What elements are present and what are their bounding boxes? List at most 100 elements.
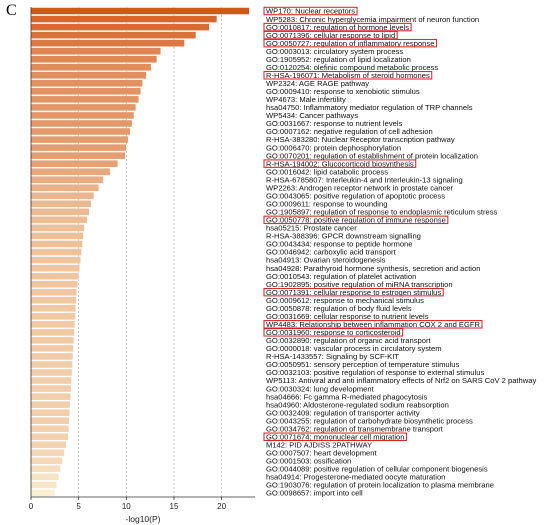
term-label: GO:0032409: regulation of transporter ac… (266, 408, 420, 417)
term-label: GO:0050778: positive regulation of immun… (266, 216, 446, 225)
bar (30, 417, 70, 425)
bar (30, 457, 63, 465)
term-label: WP4673: Male infertility (266, 95, 346, 104)
bar (30, 79, 143, 87)
highlight-box (263, 6, 358, 16)
bar (30, 384, 72, 393)
term-label: GO:1903076: regulation of protein locali… (266, 481, 494, 490)
term-label: GO:0034762: regulation of transmembrane … (266, 424, 444, 433)
bar (30, 200, 92, 208)
bar (30, 352, 74, 361)
x-axis-title: -log10(P) (126, 514, 161, 524)
bar (30, 368, 73, 377)
bar (30, 425, 69, 433)
bar (30, 39, 185, 47)
term-label: WP170: Nuclear receptors (266, 7, 355, 16)
bar (30, 344, 74, 353)
term-label: GO:0032890: regulation of organic acid t… (266, 336, 432, 345)
bar (30, 119, 133, 128)
term-label: M142: PID AJDISS 2PATHWAY (266, 440, 372, 449)
x-tick-label: 10 (122, 502, 131, 511)
bar (30, 176, 104, 184)
bar (30, 296, 77, 304)
highlight-box (263, 432, 407, 441)
term-label: hsa04914: Progesterone-mediated oocyte m… (266, 473, 445, 482)
term-label: hsa04750: Inflammatory mediator regulati… (266, 103, 473, 112)
term-label: GO:0016042: lipid catabolic process (266, 167, 388, 176)
bar (30, 224, 85, 232)
bar (30, 31, 197, 39)
term-label: GO:0044089: positive regulation of cellu… (266, 465, 488, 474)
bar (30, 288, 77, 296)
x-tick-label: 5 (76, 502, 81, 511)
term-label: WP2263: Androgen receptor network in pro… (266, 183, 453, 192)
term-label: GO:0050878: regulation of body fluid lev… (266, 304, 412, 313)
term-label: GO:0030324: lung development (266, 384, 375, 393)
term-label: R-HSA-6785807: Interleukin-4 and Interle… (266, 175, 463, 184)
bar (30, 63, 152, 71)
term-label: GO:0010543: regulation of platelet activ… (266, 272, 416, 281)
term-label: GO:0071674: mononuclear cell migration (266, 432, 404, 441)
highlight-box (263, 38, 437, 48)
term-label: WP4483: Relationship between inflammatio… (266, 320, 481, 329)
bar (30, 489, 55, 497)
bar (30, 192, 95, 200)
bar (30, 151, 126, 160)
bar (30, 47, 161, 55)
bars (30, 7, 250, 497)
term-label: GO:0032103: positive regulation of respo… (266, 368, 484, 377)
term-label: GO:0050727: regulation of inflammatory r… (266, 39, 434, 48)
bar (30, 143, 127, 152)
highlight-box (263, 22, 412, 32)
term-label: GO:0001503: ossification (266, 457, 351, 466)
bar (30, 481, 57, 489)
bar (30, 127, 131, 136)
term-label: GO:1905952: regulation of lipid localiza… (266, 55, 411, 64)
bar (30, 409, 70, 417)
term-label: hsa04960: Aldosterone-regulated sodium r… (266, 400, 449, 409)
term-label: R-HSA-1433557: Signaling by SCF-KIT (266, 352, 399, 361)
term-label: GO:0007507: heart development (266, 449, 377, 458)
highlight-box (263, 159, 417, 168)
term-label: GO:1902895: positive regulation of miRNA… (266, 280, 453, 289)
x-tick-label: 15 (170, 502, 179, 511)
bar (30, 208, 90, 216)
bar (30, 465, 61, 473)
bar (30, 168, 111, 176)
x-tick-label: 0 (29, 502, 34, 511)
term-label: GO:0043434: response to peptide hormone (266, 240, 413, 249)
term-label: GO:0009410: response to xenobiotic stimu… (266, 87, 420, 96)
bar (30, 103, 136, 112)
term-label: GO:0043065: positive regulation of apopt… (266, 191, 445, 200)
term-label: GO:0006470: protein dephosphorylation (266, 143, 401, 152)
highlight-box (263, 30, 398, 40)
term-label: GO:0070201: regulation of establishment … (266, 151, 478, 160)
term-label: WP5283: Chronic hyperglycemia impairment… (266, 15, 479, 24)
term-label: R-HSA-383280: Nuclear Receptor transcrip… (266, 135, 455, 144)
panel-letter: C (6, 2, 17, 19)
term-label: GO:0046942: carboxylic acid transport (266, 248, 396, 257)
x-axis: 0 5 10 15 20 -log10(P) (29, 7, 255, 524)
term-label: WP2324: AGE RAGE pathway (266, 79, 369, 88)
highlight-box (263, 215, 449, 225)
bar (30, 15, 218, 23)
bar (30, 272, 79, 280)
term-label: GO:0071396: cellular response to lipid (266, 31, 395, 40)
bar (30, 360, 73, 369)
term-label: hsa04666: Fc gamma R-mediated phagocytos… (266, 392, 427, 401)
term-label: GO:0000018: vascular process in circulat… (266, 344, 442, 353)
term-label: hsa05215: Prostate cancer (266, 224, 357, 233)
x-tick-label: 20 (217, 502, 226, 511)
highlight-boxes (263, 6, 483, 441)
highlight-box (263, 287, 444, 297)
bar (30, 473, 59, 481)
term-label: GO:0010817: regulation of hormone levels (266, 23, 409, 32)
term-label: GO:0098657: import into cell (266, 489, 363, 498)
term-label: R-HSA-388396: GPCR downstream signalling (266, 232, 421, 241)
term-label: GO:0050951: sensory perception of temper… (266, 360, 460, 369)
term-label: GO:0009611: response to wounding (266, 200, 387, 209)
term-label: GO:1905897: regulation of response to en… (266, 208, 498, 217)
bar (30, 280, 78, 288)
